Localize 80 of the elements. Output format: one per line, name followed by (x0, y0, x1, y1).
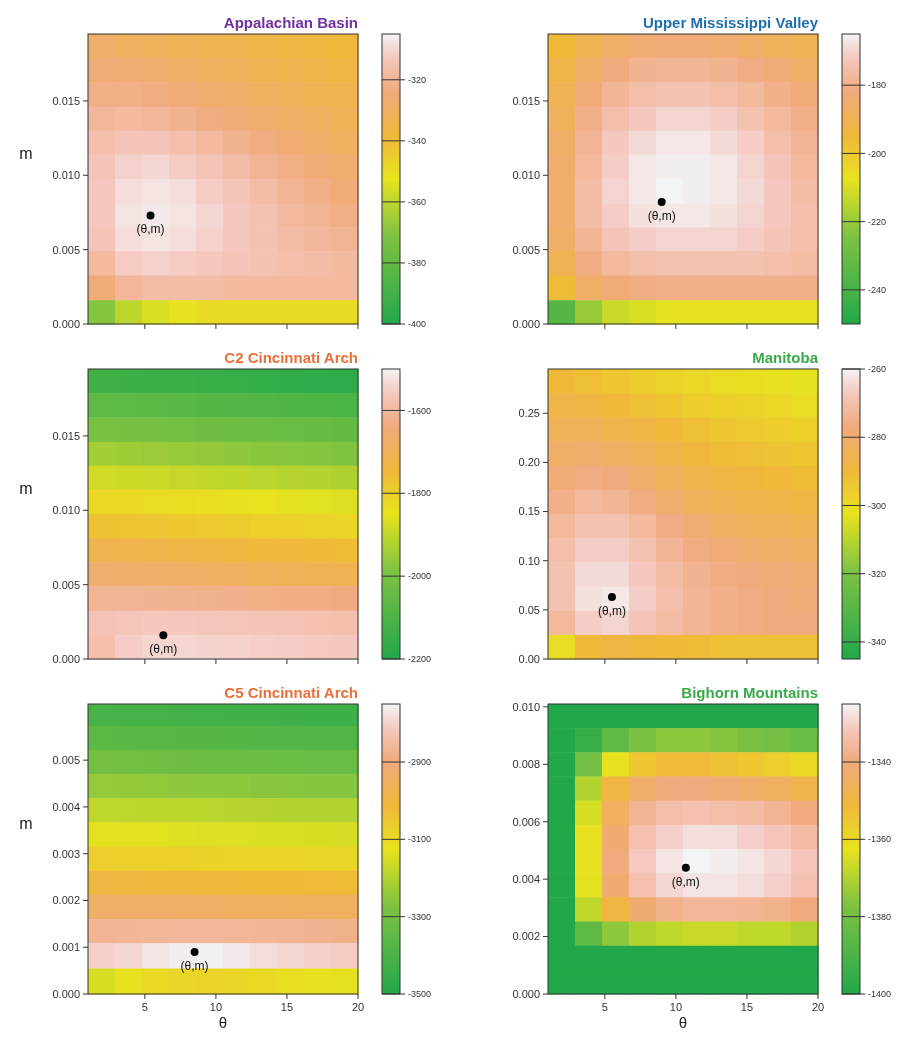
y-tick-label: 0.002 (52, 894, 80, 907)
color-bar-label: -360 (408, 197, 427, 208)
y-tick-label: 0.004 (52, 800, 80, 813)
color-bar-label: -240 (868, 285, 887, 296)
color-bar-label: -340 (408, 135, 427, 146)
color-bar-label: -280 (868, 432, 887, 443)
annotation: (θ,m) (671, 874, 700, 889)
color-bar-label: -380 (408, 258, 427, 269)
y-tick-label: 0.010 (512, 169, 540, 182)
y-tick-label: 0.000 (52, 317, 80, 330)
y-tick-label: 0.00 (518, 652, 540, 665)
y-tick-label: 0.006 (512, 815, 540, 828)
x-tick-label: 5 (141, 1001, 148, 1013)
chart-title: Appalachian Basin (223, 14, 358, 31)
color-bar-label: -200 (868, 148, 887, 159)
y-tick-label: 0.010 (52, 169, 80, 182)
color-bar-label: -2200 (408, 654, 432, 665)
color-bar-label: -220 (868, 216, 887, 227)
color-bar-label: -1800 (408, 488, 432, 499)
color-bar-label: -2900 (408, 757, 432, 768)
color-bar-label: -1340 (868, 757, 892, 768)
y-tick-label: 0.05 (518, 603, 540, 616)
y-tick-label: 0.10 (518, 554, 540, 567)
y-tick-label: 0.005 (52, 578, 80, 591)
y-tick-label: 0.005 (512, 243, 540, 256)
color-bar-label: -1600 (408, 405, 432, 416)
color-bar-label: -320 (408, 74, 427, 85)
y-tick-label: 0.000 (52, 652, 80, 665)
chart-title: Bighorn Mountains (681, 684, 818, 701)
y-tick-label: 0.010 (52, 504, 80, 517)
y-tick-label: 0.005 (52, 243, 80, 256)
y-axis-title: m (19, 480, 33, 497)
y-tick-label: 0.008 (512, 758, 540, 771)
x-tick-label: 10 (669, 1001, 683, 1013)
y-tick-label: 0.015 (512, 94, 540, 107)
color-bar-label: -3300 (408, 911, 432, 922)
color-bar-label: -180 (868, 80, 887, 91)
x-tick-label: 5 (601, 1001, 608, 1013)
y-tick-label: 0.000 (52, 987, 80, 1000)
chart-title: Upper Mississippi Valley (642, 14, 819, 31)
x-tick-label: 10 (209, 1001, 223, 1013)
chart-title: C2 Cincinnati Arch (224, 349, 358, 366)
y-tick-label: 0.20 (518, 456, 540, 469)
color-bar-label: -300 (868, 500, 887, 511)
y-tick-label: 0.015 (52, 94, 80, 107)
x-tick-label: 15 (280, 1001, 294, 1013)
color-bar-label: -3500 (408, 989, 432, 1000)
color-bar-label: -340 (868, 637, 887, 648)
annotation: (θ,m) (149, 642, 178, 657)
color-bar-label: -1360 (868, 834, 892, 845)
y-tick-label: 0.002 (512, 930, 540, 943)
x-axis-title: θ (218, 1014, 228, 1031)
y-axis-title: m (19, 145, 33, 162)
x-tick-label: 15 (740, 1001, 754, 1013)
annotation: (θ,m) (647, 209, 676, 224)
color-bar-label: -400 (408, 319, 427, 330)
y-tick-label: 0.003 (52, 847, 80, 860)
y-tick-label: 0.000 (512, 987, 540, 1000)
x-tick-label: 20 (811, 1001, 825, 1013)
y-tick-label: 0.000 (512, 317, 540, 330)
annotation: (θ,m) (136, 222, 165, 237)
annotation: (θ,m) (597, 604, 626, 619)
y-tick-label: 0.010 (512, 700, 540, 713)
y-tick-label: 0.005 (52, 753, 80, 766)
y-tick-label: 0.015 (52, 429, 80, 442)
color-bar-label: -320 (868, 568, 887, 579)
chart-title: C5 Cincinnati Arch (224, 684, 358, 701)
x-axis-title: θ (678, 1014, 688, 1031)
y-tick-label: 0.001 (52, 941, 80, 954)
color-bar-label: -260 (868, 364, 887, 375)
color-bar-label: -1380 (868, 911, 892, 922)
color-bar-label: -1400 (868, 989, 892, 1000)
color-bar-label: -3100 (408, 834, 432, 845)
chart-title: Manitoba (752, 349, 819, 366)
color-bar-label: -2000 (408, 571, 432, 582)
y-tick-label: 0.25 (518, 407, 540, 420)
y-axis-title: m (19, 815, 33, 832)
x-tick-label: 20 (351, 1001, 365, 1013)
y-tick-label: 0.15 (518, 505, 540, 518)
y-tick-label: 0.004 (512, 873, 540, 885)
